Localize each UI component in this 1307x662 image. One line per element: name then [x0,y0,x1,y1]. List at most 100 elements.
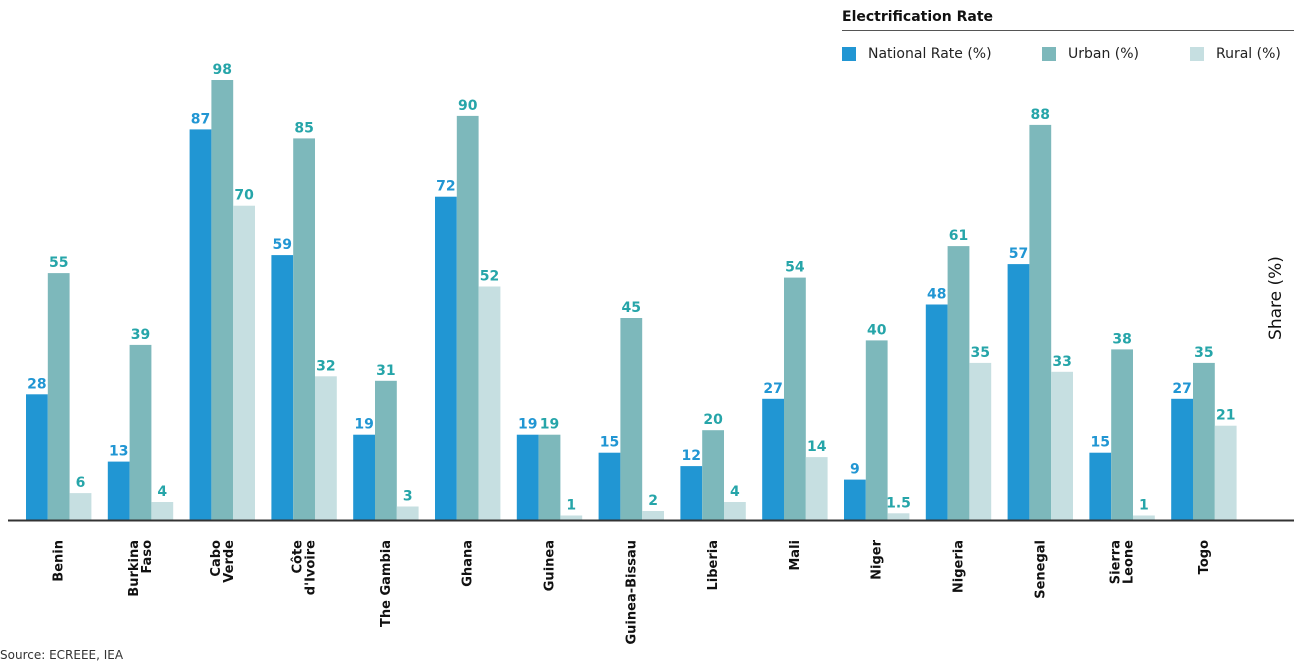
source-note: Source: ECREEE, IEA [0,648,124,662]
bar-urban [456,115,479,521]
category-label: Mali [788,540,803,571]
legend-divider [842,30,1294,31]
category-label-line: Togo [1197,540,1212,574]
data-label: 2 [648,493,658,509]
data-label: 35 [971,345,990,361]
bar-rural [233,205,255,520]
data-label: 98 [213,62,232,78]
bar-national [353,434,375,520]
bar-national [26,394,48,520]
bar-rural [396,506,419,520]
bar-rural [478,286,501,520]
category-label-line: Faso [140,540,155,574]
data-label: 13 [109,444,128,460]
bar-urban [702,430,724,520]
category-label: CaboVerde [209,540,237,583]
bar-urban [375,380,397,520]
data-label: 9 [850,462,860,478]
bar-national [1089,452,1112,520]
data-label: 28 [27,376,46,392]
category-label-line: Benin [52,540,67,582]
data-label: 19 [540,417,559,433]
bar-urban [1193,362,1215,520]
bar-rural [315,376,337,520]
category-label-line: Burkina [127,540,142,597]
category-label-line: Cabo [209,540,224,577]
bar-rural [642,511,664,520]
bar-national [189,129,212,520]
category-label-line: Leone [1122,540,1137,584]
bar-rural [805,457,828,520]
data-label: 4 [730,484,740,500]
data-label: 4 [157,484,167,500]
category-label: Liberia [706,540,721,591]
legend: National Rate (%) Urban (%) Rural (%) [842,44,1294,64]
data-label: 48 [927,287,946,303]
category-label-line: Guinea [543,540,558,591]
data-label: 72 [436,179,455,195]
data-label: 1.5 [886,495,911,511]
category-label: Guinea [543,540,558,591]
bar-rural [724,502,746,520]
bar-rural [887,513,910,520]
legend-label-rural: Rural (%) [1216,46,1281,62]
category-label-line: The Gambia [379,540,394,627]
data-label: 32 [316,358,335,374]
bar-urban [129,344,152,520]
category-label-line: Liberia [706,540,721,591]
category-label: BurkinaFaso [127,540,155,597]
bar-national [680,466,703,520]
category-label: Niger [870,539,885,579]
data-label: 15 [600,435,619,451]
data-label: 55 [49,255,68,271]
bar-national [435,196,457,520]
data-label: 12 [682,448,701,464]
data-label: 90 [458,98,478,114]
bar-urban [293,138,315,520]
category-label: Senegal [1033,540,1048,599]
category-label-line: Mali [788,540,803,571]
bar-urban [784,277,806,520]
data-label: 88 [1031,107,1050,123]
data-label: 59 [273,237,292,253]
data-label: 39 [131,327,150,343]
category-label-line: Côte [291,540,306,574]
data-label: 14 [807,439,827,455]
data-label: 19 [518,417,537,433]
category-label: Ghana [461,540,476,587]
data-label: 15 [1091,435,1110,451]
data-label: 3 [403,489,413,505]
data-label: 61 [949,228,968,244]
legend-item-rural: Rural (%) [1190,44,1281,64]
data-label: 40 [867,322,887,338]
data-label: 33 [1052,354,1071,370]
legend-swatch-rural [1190,47,1204,61]
category-label: Côted'Ivoire [291,540,319,595]
category-label-line: Verde [222,540,237,583]
data-label: 45 [622,300,641,316]
bar-urban [1029,124,1052,521]
category-label: Nigeria [952,540,967,593]
legend-item-urban: Urban (%) [1042,44,1139,64]
data-label: 19 [354,417,373,433]
category-label: Benin [52,540,67,582]
bar-national [271,255,294,520]
legend-label-national: National Rate (%) [868,46,992,62]
bar-national [844,479,866,520]
bar-rural [969,362,992,520]
bar-rural [560,515,583,520]
data-label: 1 [1139,498,1149,514]
bar-rural [69,493,92,520]
bar-urban [538,434,561,520]
data-label: 21 [1216,408,1235,424]
bar-national [925,304,948,520]
data-label: 85 [294,120,313,136]
legend-title: Electrification Rate [842,9,994,25]
data-label: 35 [1194,345,1213,361]
bar-urban [620,318,643,520]
category-label: The Gambia [379,540,394,627]
bar-rural [1133,515,1155,520]
bar-urban [47,273,70,520]
legend-swatch-urban [1042,47,1056,61]
